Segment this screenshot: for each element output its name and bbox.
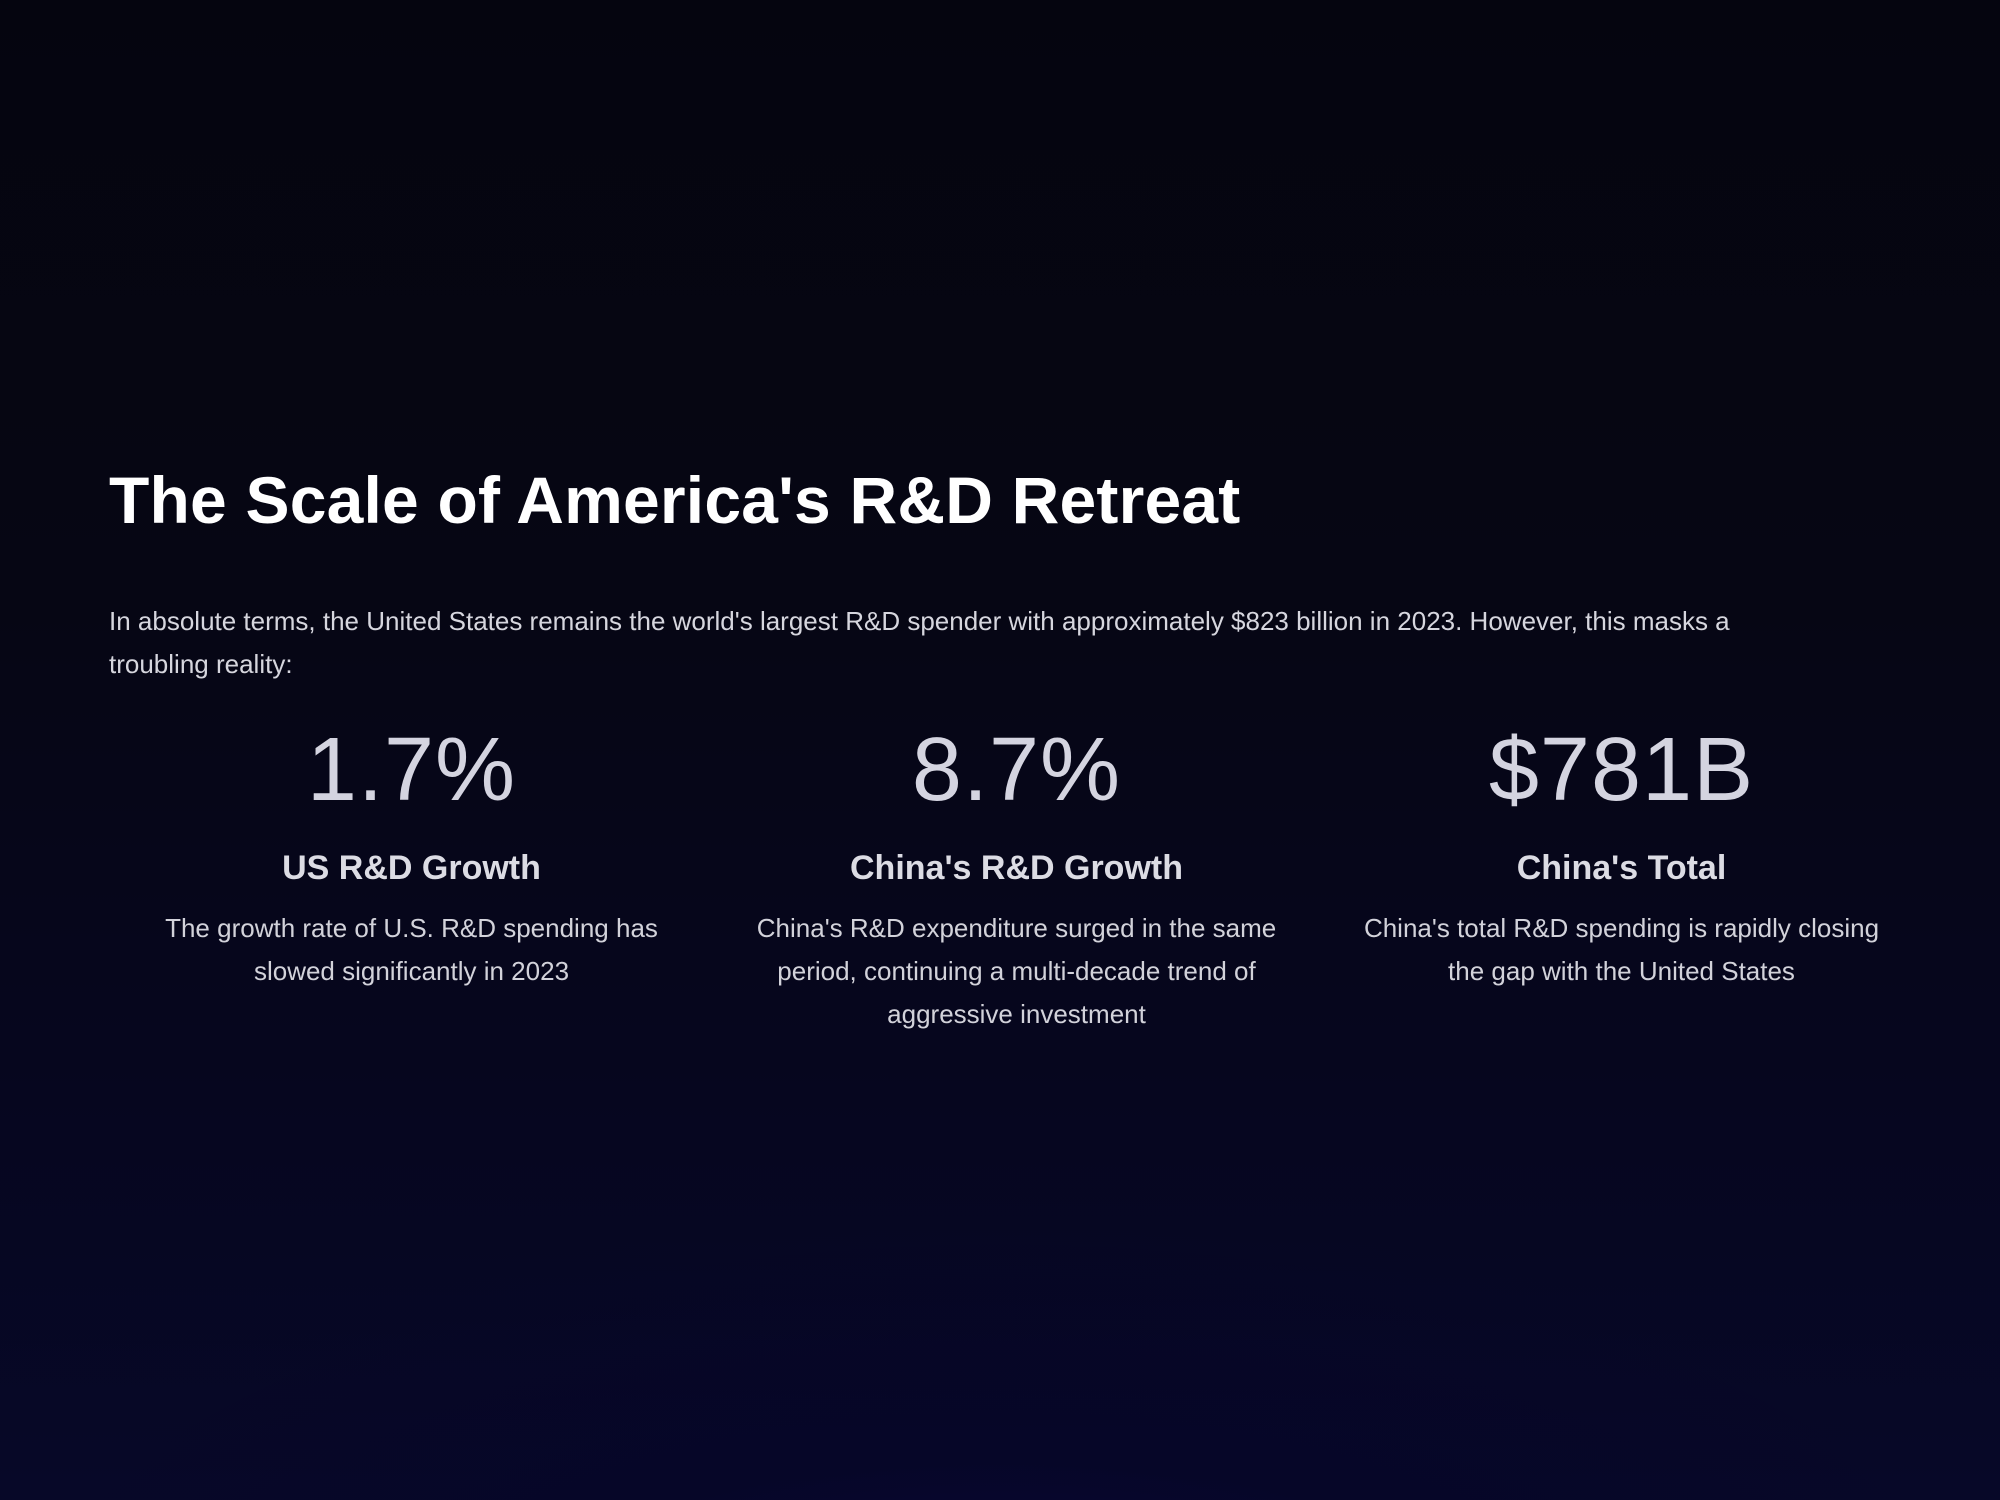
slide-title: The Scale of America's R&D Retreat bbox=[109, 463, 1241, 537]
stat-value: 8.7% bbox=[911, 720, 1122, 820]
stat-description: China's R&D expenditure surged in the sa… bbox=[756, 913, 1277, 1029]
stat-label: China's Total bbox=[1516, 849, 1727, 887]
stat-value: $781B bbox=[1488, 720, 1755, 820]
intro-paragraph: In absolute terms, the United States rem… bbox=[109, 606, 1730, 679]
stat-description: The growth rate of U.S. R&D spending has… bbox=[165, 913, 658, 986]
slide-content: The Scale of America's R&D Retreat In ab… bbox=[109, 460, 1899, 686]
stat-china-growth: 8.7% China's R&D Growth China's R&D expe… bbox=[714, 715, 1319, 1036]
stat-china-total: $781B China's Total China's total R&D sp… bbox=[1319, 715, 1924, 1036]
stat-label: US R&D Growth bbox=[282, 849, 541, 887]
stat-value: 1.7% bbox=[306, 720, 517, 820]
stats-row: 1.7% US R&D Growth The growth rate of U.… bbox=[109, 715, 1924, 1036]
stat-description: China's total R&D spending is rapidly cl… bbox=[1363, 913, 1880, 986]
stat-label: China's R&D Growth bbox=[850, 849, 1183, 887]
stat-us-growth: 1.7% US R&D Growth The growth rate of U.… bbox=[109, 715, 714, 1036]
